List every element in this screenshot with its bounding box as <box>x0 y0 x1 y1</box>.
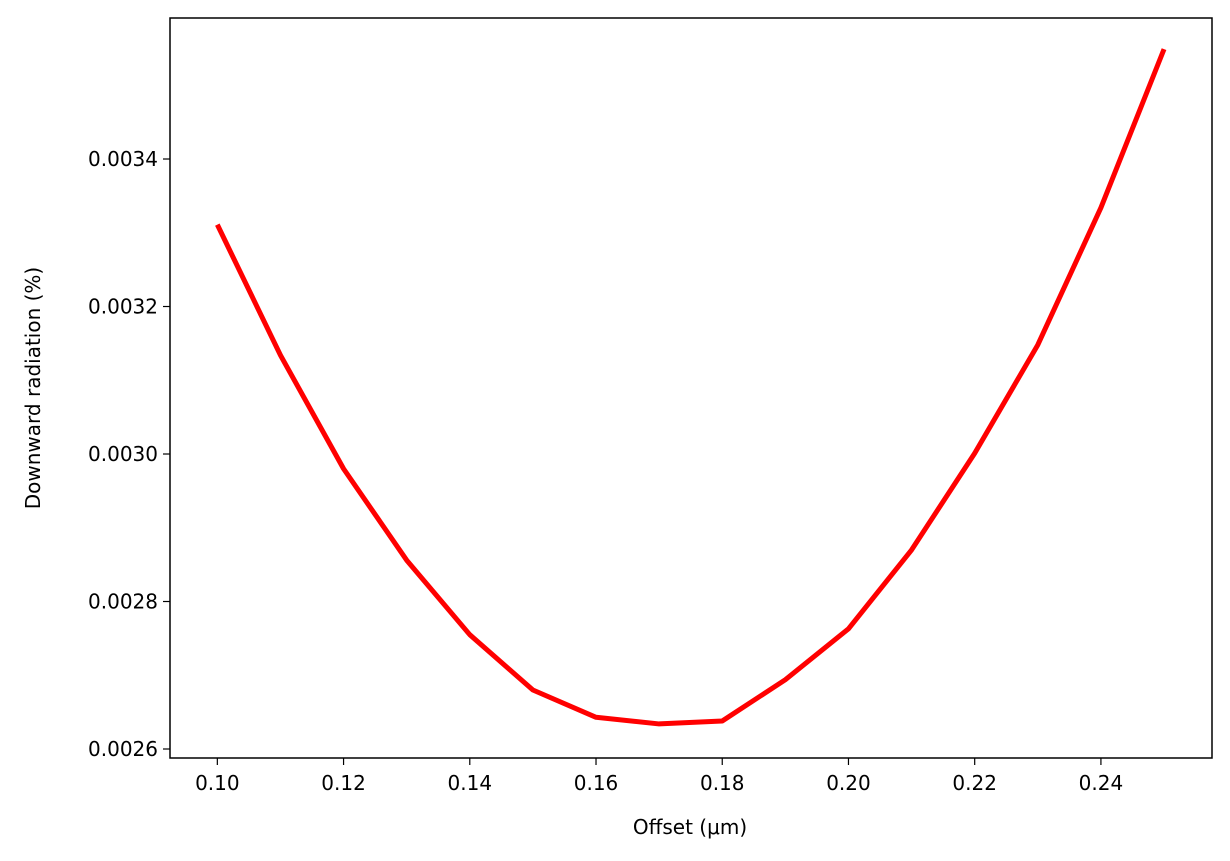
data-line <box>215 48 1167 727</box>
x-tick-label: 0.18 <box>700 771 745 795</box>
y-tick-label: 0.0034 <box>88 147 158 171</box>
x-tick-label: 0.10 <box>195 771 240 795</box>
y-tick-label: 0.0030 <box>88 442 158 466</box>
x-tick-label: 0.12 <box>321 771 366 795</box>
x-tick-label: 0.20 <box>826 771 871 795</box>
x-tick-label: 0.24 <box>1079 771 1124 795</box>
y-tick-label: 0.0032 <box>88 295 158 319</box>
y-axis-label: Downward radiation (%) <box>21 267 45 509</box>
x-tick-label: 0.14 <box>448 771 493 795</box>
x-tick-label: 0.22 <box>952 771 997 795</box>
plot-frame <box>169 17 1213 759</box>
y-tick-label: 0.0028 <box>88 590 158 614</box>
x-tick-label: 0.16 <box>574 771 619 795</box>
y-tick-label: 0.0026 <box>88 737 158 761</box>
x-axis-label: Offset (μm) <box>633 815 747 839</box>
